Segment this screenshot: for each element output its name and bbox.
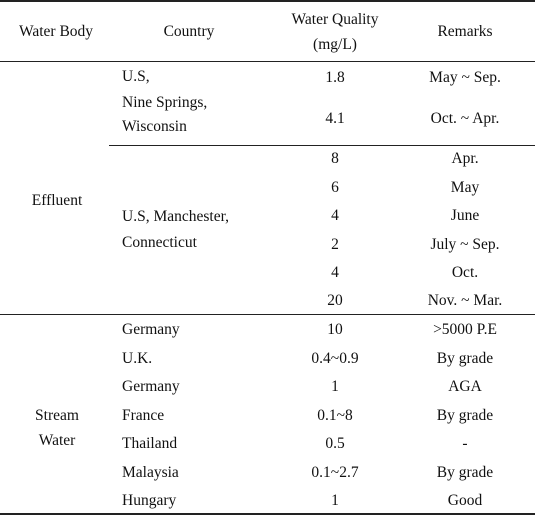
header-water-quality-line2: (mg/L): [313, 36, 357, 53]
remark-value: AGA: [448, 378, 482, 395]
quality-value: 1.8: [325, 69, 345, 86]
remark-value: Oct. ~ Apr.: [430, 110, 500, 127]
remark-value: Good: [447, 492, 483, 509]
top-rule: [0, 0, 535, 2]
quality-value: 4: [331, 207, 339, 224]
country-line: Germany: [122, 378, 180, 395]
country-line: Malaysia: [122, 464, 179, 481]
quality-value: 6: [331, 179, 339, 196]
quality-value: 0.1~2.7: [311, 464, 359, 481]
country-line: Hungary: [122, 492, 177, 509]
water-body-stream-line2: Water: [38, 432, 76, 449]
header-water-quality-line1: Water Quality: [291, 11, 379, 28]
header-country: Country: [163, 23, 215, 40]
country-line: Thailand: [122, 435, 178, 452]
remark-value: By grade: [436, 350, 494, 367]
quality-value: 20: [327, 292, 343, 309]
country-line: U.K.: [122, 350, 153, 367]
water-body-stream-line1: Stream: [35, 407, 79, 424]
remark-value: June: [450, 207, 480, 224]
remark-value: July ~ Sep.: [430, 236, 500, 253]
remark-value: By grade: [436, 407, 494, 424]
quality-value: 1: [331, 492, 339, 509]
country-line: France: [122, 407, 165, 424]
remark-value: Oct.: [451, 264, 479, 281]
remark-value: >5000 P.E: [433, 321, 497, 338]
quality-value: 0.4~0.9: [311, 350, 359, 367]
section-divider-rule: [0, 314, 535, 315]
header-water-body: Water Body: [18, 23, 94, 40]
group-divider-rule: [109, 145, 535, 146]
remark-value: Apr.: [451, 150, 479, 167]
quality-value: 0.1~8: [317, 407, 353, 424]
country-line: Nine Springs,: [122, 94, 208, 111]
country-line: U.S, Manchester,: [122, 208, 229, 225]
quality-value: 2: [331, 236, 339, 253]
country-line: U.S,: [122, 68, 150, 85]
remark-value: Nov. ~ Mar.: [427, 292, 503, 309]
quality-value: 8: [331, 150, 339, 167]
water-body-effluent: Effluent: [31, 192, 83, 209]
remark-value: By grade: [436, 464, 494, 481]
bottom-rule: [0, 513, 535, 515]
quality-value: 1: [331, 378, 339, 395]
quality-value: 4.1: [325, 110, 345, 127]
country-line: Connecticut: [122, 234, 197, 251]
quality-value: 10: [327, 321, 343, 338]
remark-value: -: [462, 435, 468, 452]
header-bottom-rule: [0, 61, 535, 62]
quality-value: 4: [331, 264, 339, 281]
country-line: Wisconsin: [122, 118, 187, 135]
country-line: Germany: [122, 321, 180, 338]
remark-value: May: [450, 179, 480, 196]
header-remarks: Remarks: [437, 23, 493, 40]
quality-value: 0.5: [325, 435, 345, 452]
remark-value: May ~ Sep.: [429, 69, 501, 86]
